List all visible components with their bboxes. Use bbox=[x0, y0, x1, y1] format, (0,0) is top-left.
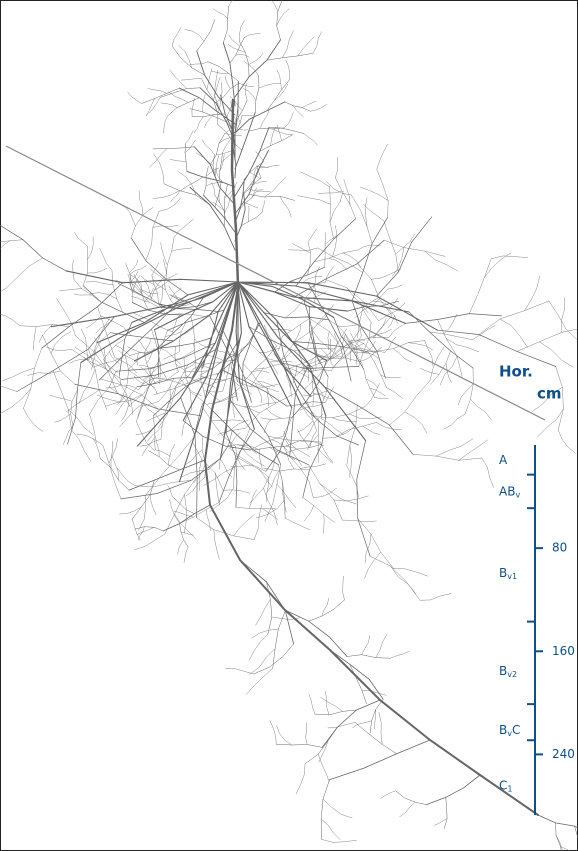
horizon-after: C bbox=[512, 723, 520, 737]
depth-label: 240 bbox=[552, 747, 575, 761]
horizon-text: A bbox=[499, 452, 508, 466]
horizon-header: Hor. bbox=[499, 363, 533, 381]
horizon-text: B bbox=[499, 723, 507, 737]
horizon-label: Bv1 bbox=[499, 565, 517, 580]
horizon-label: BvC bbox=[499, 723, 520, 738]
ground-line bbox=[6, 146, 545, 420]
diagram: Hor. cm 80160240AABvBv1Bv2BvCC1 bbox=[0, 0, 578, 851]
plant-stroke bbox=[205, 285, 538, 815]
plant-stroke bbox=[0, 0, 578, 851]
plant-stroke bbox=[0, 217, 556, 557]
horizon-label: A bbox=[499, 452, 508, 466]
horizon-sub: v bbox=[515, 490, 520, 499]
horizon-label: C1 bbox=[499, 778, 512, 793]
depth-label: 160 bbox=[552, 644, 575, 658]
plant-drawing bbox=[0, 0, 578, 851]
plant-stroke bbox=[129, 370, 578, 835]
horizon-sub: 1 bbox=[507, 784, 512, 793]
horizon-text: B bbox=[499, 663, 507, 677]
horizon-text: AB bbox=[499, 484, 515, 498]
horizon-label: Bv2 bbox=[499, 663, 517, 678]
horizon-sub: v2 bbox=[507, 669, 517, 678]
depth-label: 80 bbox=[552, 541, 567, 555]
unit-header: cm bbox=[537, 385, 562, 403]
horizon-text: B bbox=[499, 565, 507, 579]
horizon-text: C bbox=[499, 778, 507, 792]
horizon-label: ABv bbox=[499, 484, 520, 499]
frame bbox=[1, 1, 578, 851]
horizon-sub: v1 bbox=[507, 571, 517, 580]
